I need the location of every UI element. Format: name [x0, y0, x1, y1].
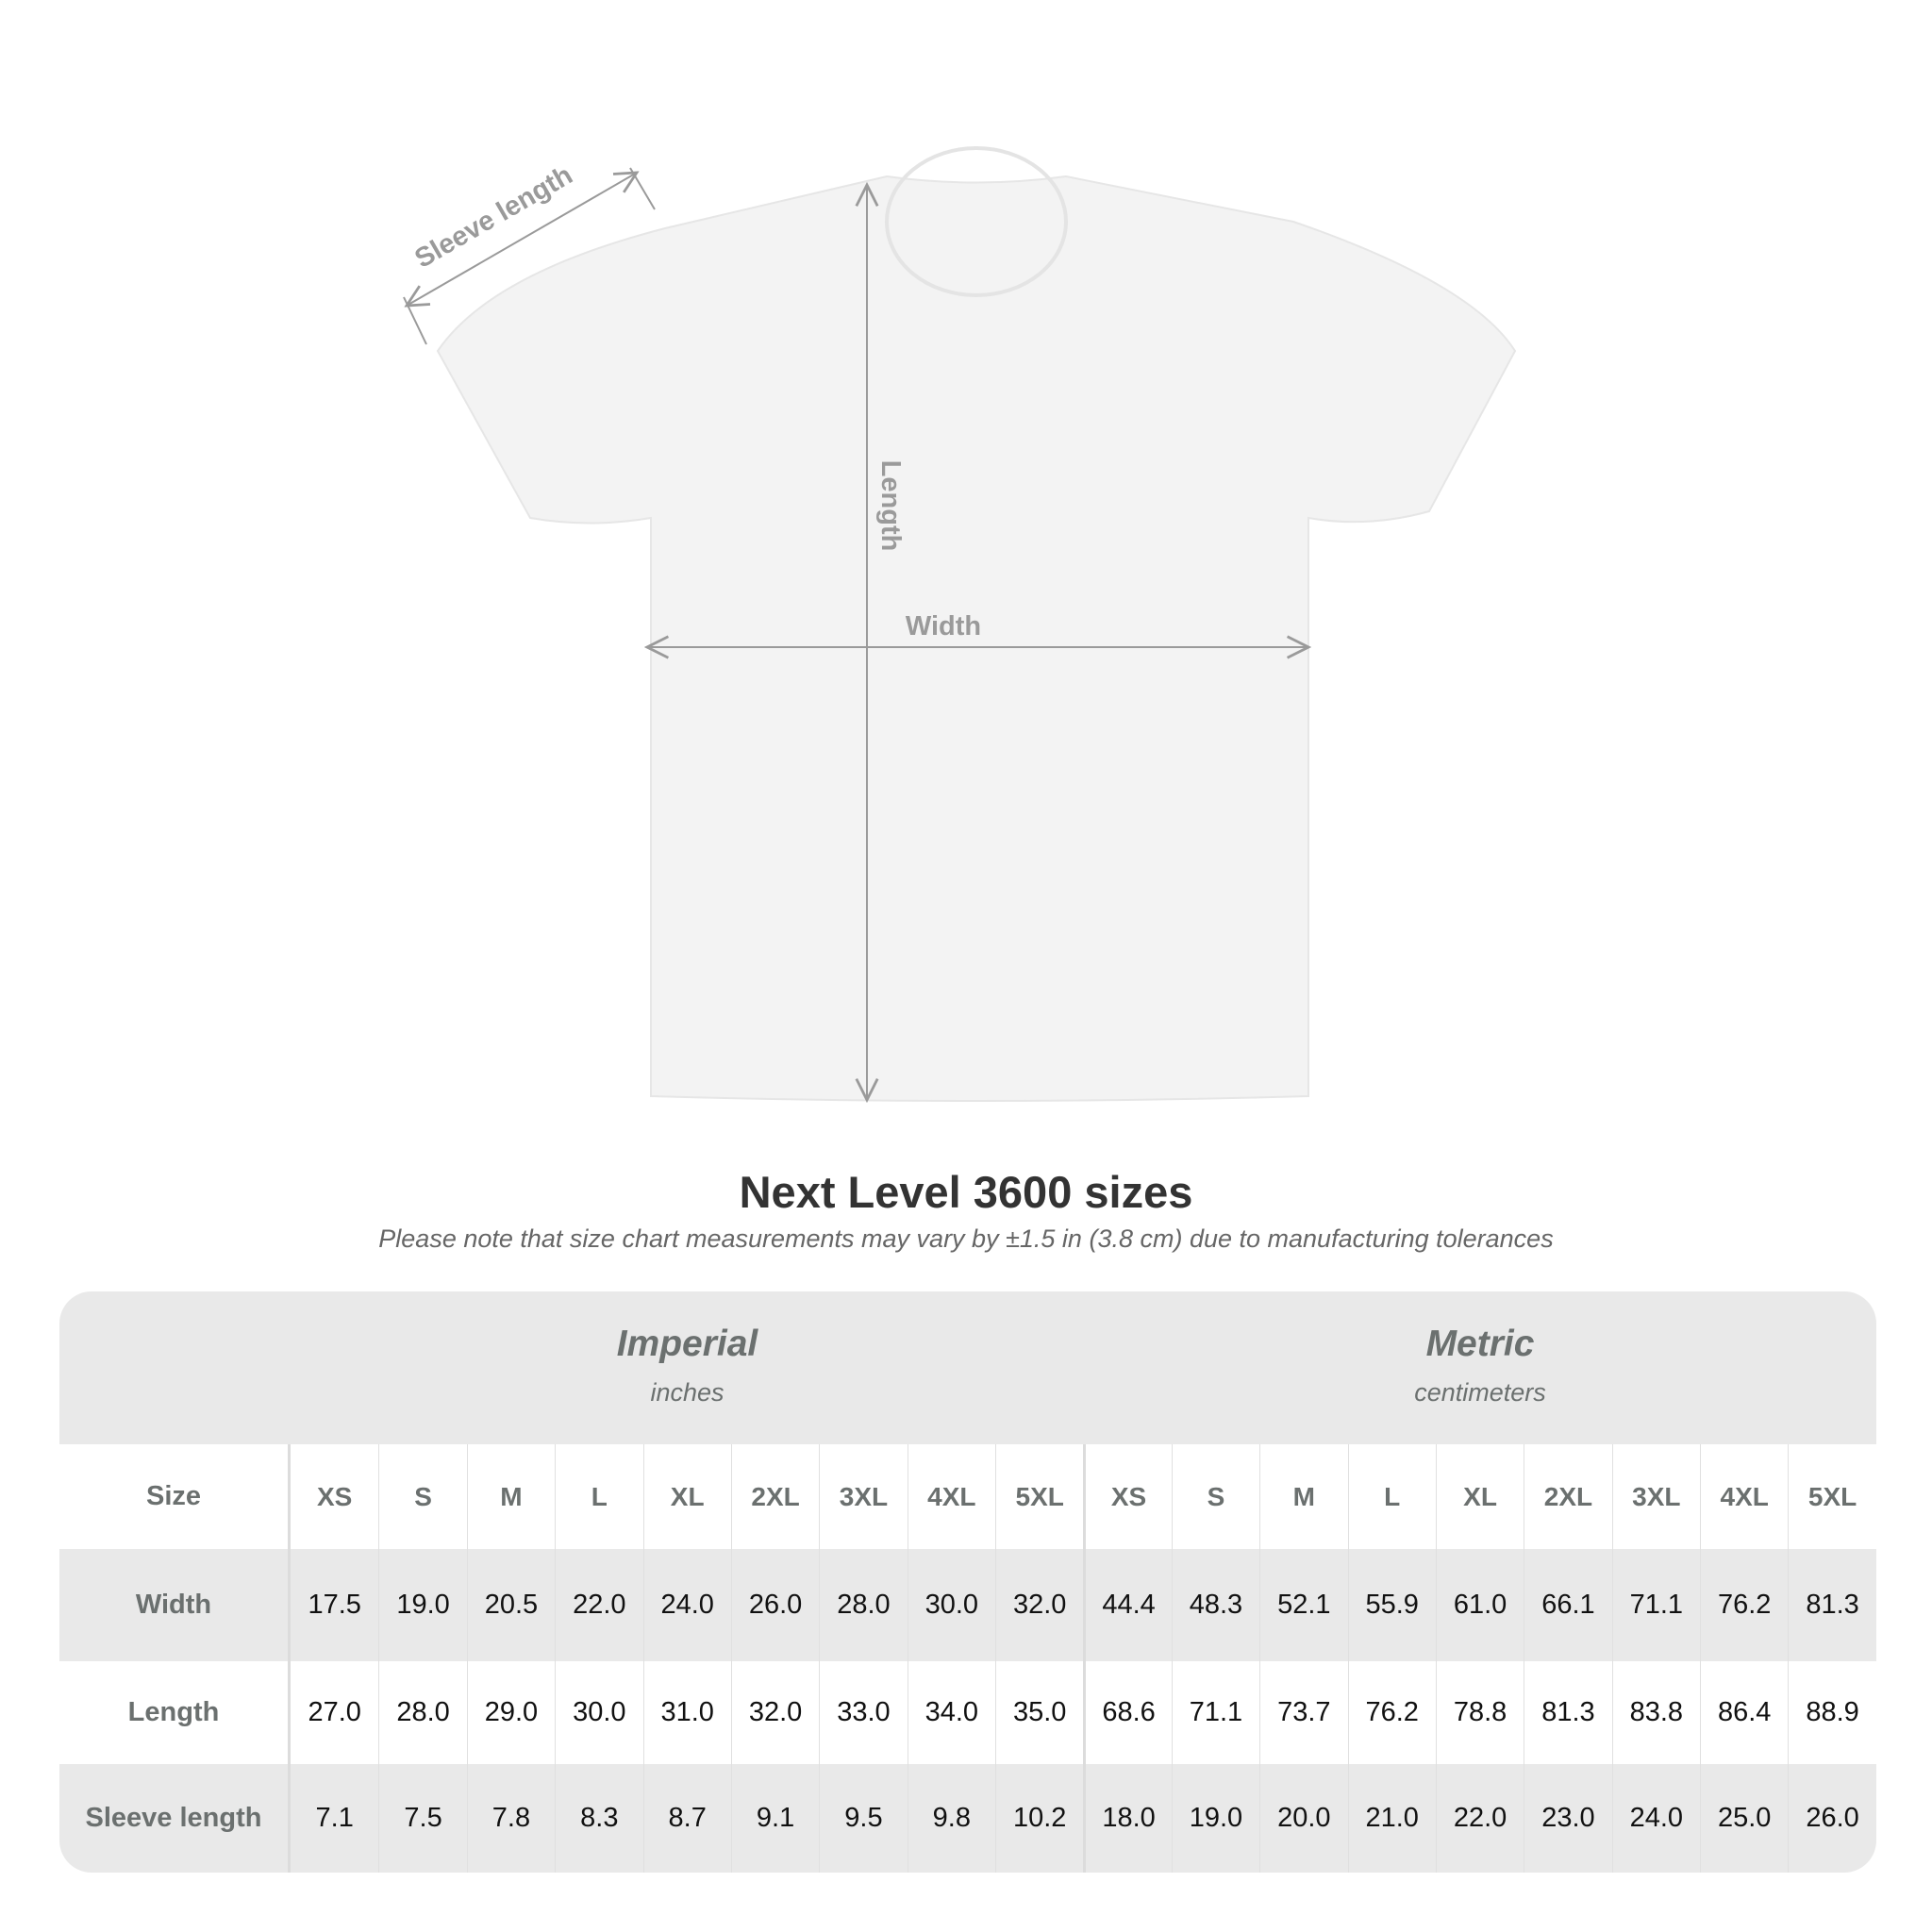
- value-cell: 26.0: [730, 1549, 819, 1661]
- size-header-cell: 2XL: [1524, 1444, 1611, 1549]
- value-cell: 9.5: [819, 1764, 907, 1873]
- tolerance-note: Please note that size chart measurements…: [378, 1224, 1554, 1253]
- size-header-cell: XS: [317, 1481, 353, 1511]
- value-cell: 17.5: [308, 1590, 361, 1620]
- value-cell: 26.0: [1788, 1764, 1875, 1873]
- imperial-title: Imperial: [616, 1324, 758, 1364]
- value-cell: 76.2: [1700, 1549, 1788, 1661]
- value-cell: 24.0: [1611, 1764, 1700, 1873]
- table-row: Sleeve length 7.1 7.5 7.8 8.3 8.7 9.1 9.5 9.8 10.…: [59, 1764, 1876, 1873]
- metric-title: Metric: [1425, 1324, 1535, 1364]
- sleeve-length-label: Sleeve length: [410, 160, 578, 275]
- value-cell: 31.0: [642, 1661, 731, 1764]
- value-cell: 44.4: [1083, 1549, 1171, 1661]
- value-cell: 68.6: [1083, 1661, 1171, 1764]
- sleeve-end-tick: [403, 296, 427, 345]
- value-cell: 33.0: [819, 1661, 907, 1764]
- value-cell: 81.3: [1788, 1549, 1875, 1661]
- size-header-row: Size XS S M L XL 2XL 3XL 4XL 5XL XS S M L XL 2XL 3XL 4XL 5…: [59, 1444, 1876, 1549]
- value-cell: 83.8: [1611, 1661, 1700, 1764]
- value-cell: 7.5: [378, 1764, 466, 1873]
- value-cell: 71.1: [1171, 1661, 1259, 1764]
- value-cell: 52.1: [1259, 1549, 1347, 1661]
- value-cell: 24.0: [642, 1549, 731, 1661]
- size-chart-table: Imperial inches Metric centimeters Size X…: [59, 1291, 1876, 1873]
- value-cell: 27.0: [308, 1697, 361, 1727]
- size-header-cell: XL: [642, 1444, 731, 1549]
- value-cell: 22.0: [1435, 1764, 1524, 1873]
- value-cell: 8.3: [555, 1764, 642, 1873]
- tshirt-diagram: Sleeve length Length Width: [403, 146, 1517, 1132]
- value-cell: 88.9: [1788, 1661, 1875, 1764]
- size-header-cell: S: [1171, 1444, 1259, 1549]
- value-cell: 34.0: [907, 1661, 995, 1764]
- value-cell: 66.1: [1524, 1549, 1611, 1661]
- metric-unit: centimeters: [1414, 1378, 1546, 1407]
- row-label: Sleeve length: [59, 1764, 291, 1873]
- value-cell: 73.7: [1259, 1661, 1347, 1764]
- value-cell: 28.0: [378, 1661, 466, 1764]
- metric-header: Metric centimeters: [1084, 1291, 1876, 1444]
- value-cell: 28.0: [819, 1549, 907, 1661]
- size-header-cell: 5XL: [1788, 1444, 1875, 1549]
- value-cell: 86.4: [1700, 1661, 1788, 1764]
- value-cell: 7.1: [315, 1803, 354, 1833]
- value-cell: 20.5: [466, 1549, 555, 1661]
- size-header-cell: S: [378, 1444, 466, 1549]
- value-cell: 76.2: [1347, 1661, 1436, 1764]
- value-cell: 19.0: [378, 1549, 466, 1661]
- collar: [885, 146, 1068, 297]
- value-cell: 8.7: [642, 1764, 731, 1873]
- table-row: Length 27.0 28.0 29.0 30.0 31.0 32.0 33.0 34.0 35…: [59, 1661, 1876, 1764]
- table-row: Width 17.5 19.0 20.5 22.0 24.0 26.0 28.0 30.0 32.…: [59, 1549, 1876, 1661]
- value-cell: 30.0: [907, 1549, 995, 1661]
- width-label: Width: [906, 611, 981, 641]
- value-cell: 55.9: [1347, 1549, 1436, 1661]
- imperial-header: Imperial inches: [291, 1291, 1084, 1444]
- value-cell: 10.2: [995, 1764, 1083, 1873]
- value-cell: 9.1: [730, 1764, 819, 1873]
- size-header-cell: 2XL: [730, 1444, 819, 1549]
- size-header-cell: L: [555, 1444, 642, 1549]
- value-cell: 22.0: [555, 1549, 642, 1661]
- size-header-cell: 5XL: [995, 1444, 1083, 1549]
- value-cell: 32.0: [730, 1661, 819, 1764]
- value-cell: 78.8: [1435, 1661, 1524, 1764]
- length-label: Length: [875, 460, 906, 552]
- value-cell: 9.8: [907, 1764, 995, 1873]
- value-cell: 48.3: [1171, 1549, 1259, 1661]
- size-header-cell: XL: [1435, 1444, 1524, 1549]
- size-header-cell: M: [466, 1444, 555, 1549]
- page-title: Next Level 3600 sizes: [739, 1167, 1193, 1217]
- value-cell: 25.0: [1700, 1764, 1788, 1873]
- row-label: Width: [59, 1549, 291, 1661]
- value-cell: 21.0: [1347, 1764, 1436, 1873]
- value-cell: 32.0: [995, 1549, 1083, 1661]
- size-header-cell: 3XL: [1611, 1444, 1700, 1549]
- imperial-unit: inches: [650, 1378, 724, 1407]
- sleeve-length-arrow: [407, 173, 637, 306]
- size-header-cell: M: [1259, 1444, 1347, 1549]
- size-header-cell: 4XL: [1700, 1444, 1788, 1549]
- value-cell: 35.0: [995, 1661, 1083, 1764]
- value-cell: 61.0: [1435, 1549, 1524, 1661]
- value-cell: 30.0: [555, 1661, 642, 1764]
- sleeve-start-tick: [629, 167, 656, 210]
- row-label: Length: [59, 1661, 291, 1764]
- value-cell: 29.0: [466, 1661, 555, 1764]
- value-cell: 20.0: [1259, 1764, 1347, 1873]
- value-cell: 81.3: [1524, 1661, 1611, 1764]
- size-header-cell: L: [1347, 1444, 1436, 1549]
- value-cell: 71.1: [1611, 1549, 1700, 1661]
- size-header-cell: 3XL: [819, 1444, 907, 1549]
- size-header-cell: 4XL: [907, 1444, 995, 1549]
- value-cell: 18.0: [1083, 1764, 1171, 1873]
- value-cell: 19.0: [1171, 1764, 1259, 1873]
- row-label: Size: [59, 1444, 291, 1549]
- size-header-cell: XS: [1083, 1444, 1171, 1549]
- value-cell: 7.8: [466, 1764, 555, 1873]
- value-cell: 23.0: [1524, 1764, 1611, 1873]
